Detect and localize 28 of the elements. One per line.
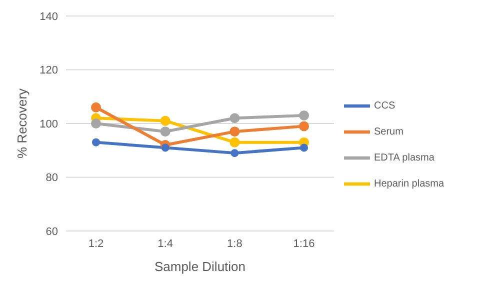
point xyxy=(299,121,309,132)
x-axis-title: Sample Dilution xyxy=(154,259,246,274)
point xyxy=(300,144,308,152)
point xyxy=(230,137,240,148)
point xyxy=(91,118,101,128)
point xyxy=(230,126,240,137)
legend-label: Serum xyxy=(374,126,404,138)
y-tick-label: 60 xyxy=(46,226,58,238)
point xyxy=(92,138,100,146)
legend-label: EDTA plasma xyxy=(374,152,434,164)
legend-label: Heparin plasma xyxy=(374,178,444,190)
point xyxy=(160,126,170,137)
point xyxy=(299,110,309,120)
y-tick-label: 120 xyxy=(40,64,58,77)
x-tick-label: 1:4 xyxy=(158,238,173,250)
y-axis-title: % Recovery xyxy=(14,88,30,159)
point xyxy=(91,102,101,112)
y-tick-label: 140 xyxy=(40,10,58,23)
point xyxy=(160,116,170,126)
x-tick-label: 1:16 xyxy=(293,238,315,250)
legend-label: CCS xyxy=(374,100,396,112)
point xyxy=(230,149,239,158)
y-tick-label: 80 xyxy=(46,172,58,184)
x-tick-label: 1:8 xyxy=(227,238,242,250)
y-tick-label: 100 xyxy=(40,118,58,130)
x-tick-label: 1:2 xyxy=(88,238,104,250)
point xyxy=(230,113,240,124)
point xyxy=(161,144,170,152)
